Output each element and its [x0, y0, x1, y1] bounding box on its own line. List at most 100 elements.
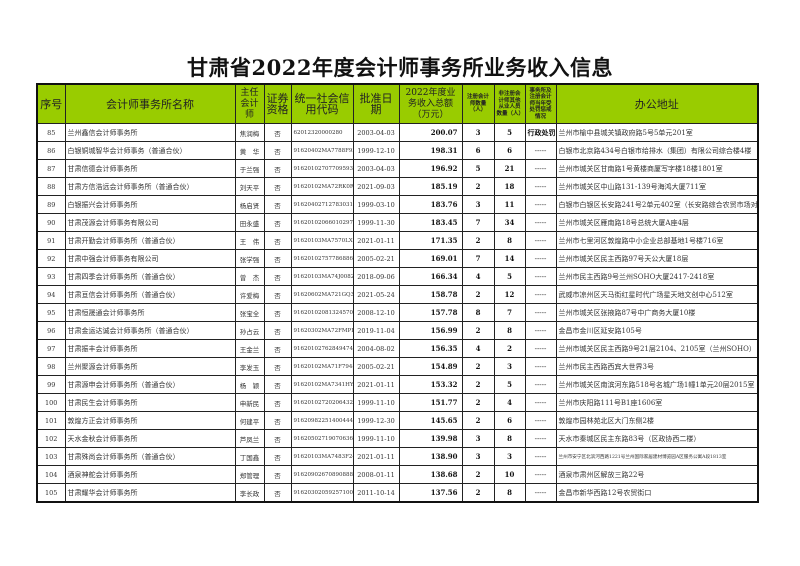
cell-staff-count: 5 [493, 375, 526, 394]
table-row: 97 甘肃振丰会计师事务所 王金兰否 91620102762849474 2004-08… [36, 339, 759, 358]
cell-firm-name: 白银振兴会计师事务所 [64, 195, 236, 214]
cell-head-accountant: 张宝全 [234, 303, 265, 322]
cell-firm-name: 甘肃恒晟通会计师事务所 [64, 303, 236, 322]
cell-address: 金昌市新华西路12号农贸街口 [555, 483, 759, 503]
cell-row-no: 85 [36, 123, 66, 142]
cell-head-accountant: 王 伟 [234, 231, 265, 250]
table-row: 92 甘肃中强会计师事务有限公司 张学强否 91620102757786886 2005… [36, 249, 759, 268]
cell-securities-qualification: 否 [263, 267, 292, 286]
cell-penalty: ----- [524, 159, 557, 178]
cell-firm-name: 兰州鑫信会计师事务所 [64, 123, 236, 142]
cell-credit-code: 916201027077095938 [290, 159, 354, 178]
cell-head-accountant: 丁国鑫 [234, 447, 265, 466]
cell-credit-code: 91620102MA72RK0R20 [290, 177, 354, 196]
cell-head-accountant: 田永盛 [234, 213, 265, 232]
cell-address: 敦煌市园林苑北区大门东侧2楼 [555, 411, 759, 430]
cell-staff-count: 3 [493, 357, 526, 376]
cell-cpa-count: 3 [461, 123, 495, 142]
col-header-securities-qualification: 证券资格 [263, 83, 292, 124]
cell-row-no: 97 [36, 339, 66, 358]
table-row: 86 白银铜城智华会计师事务（普通合伙）黄 华否 91620402MA7788F93… [36, 141, 759, 160]
cell-head-accountant: 郑管理 [234, 465, 265, 484]
cell-approval-date: 2008-01-11 [352, 465, 400, 484]
cell-head-accountant: 刘天平 [234, 177, 265, 196]
cell-head-accountant: 曾 杰 [234, 267, 265, 286]
cell-row-no: 100 [36, 393, 66, 412]
cell-cpa-count: 2 [461, 393, 495, 412]
cell-cpa-count: 2 [461, 321, 495, 340]
cell-staff-count: 12 [493, 285, 526, 304]
table-row: 90 甘肃茂源会计师事务有限公司 田永盛否 91620102066010297 1999… [36, 213, 759, 232]
cell-revenue: 196.92 [398, 159, 463, 178]
cell-row-no: 103 [36, 447, 66, 466]
col-header-penalty: 事务所及注册会计师当年受处罚惩戒情况 [524, 83, 557, 124]
cell-approval-date: 2003-04-03 [352, 123, 400, 142]
cell-securities-qualification: 否 [263, 465, 292, 484]
cell-address: 兰州市七里河区敦煌路中小企业总部基地1号楼716室 [555, 231, 759, 250]
cell-penalty: ----- [524, 177, 557, 196]
cell-penalty: ----- [524, 267, 557, 286]
cell-firm-name: 甘肃耀华会计师事务所 [64, 483, 236, 503]
cell-firm-name: 甘肃四季会计师事务所（普通合伙） [64, 267, 236, 286]
cell-cpa-count: 2 [461, 285, 495, 304]
cell-staff-count: 8 [493, 429, 526, 448]
cell-securities-qualification: 否 [263, 141, 292, 160]
cell-address: 兰州市城关区南滨河东路518号名城广场1幢1单元20层2015室 [555, 375, 759, 394]
cell-securities-qualification: 否 [263, 303, 292, 322]
cell-securities-qualification: 否 [263, 123, 292, 142]
cell-staff-count: 6 [493, 141, 526, 160]
cell-firm-name: 甘肃中强会计师事务有限公司 [64, 249, 236, 268]
cell-securities-qualification: 否 [263, 285, 292, 304]
cell-address: 天水市秦城区民主东路83号（区政协西二楼） [555, 429, 759, 448]
cell-row-no: 89 [36, 195, 66, 214]
cell-staff-count: 6 [493, 411, 526, 430]
cell-firm-name: 敦煌方正会计师事务所 [64, 411, 236, 430]
cell-cpa-count: 2 [461, 357, 495, 376]
cell-address: 兰州市城关区张掖路87号中广商务大厦10楼 [555, 303, 759, 322]
document-title: 甘肃省2022年度会计师事务所业务收入信息 [187, 55, 613, 80]
cell-penalty: ----- [524, 195, 557, 214]
cell-staff-count: 34 [493, 213, 526, 232]
cell-address: 白银市北京路434号白银市给排水（集团）有限公司综合楼4楼 [555, 141, 759, 160]
cell-firm-name: 甘肃金运达诚会计师事务所（普通合伙） [64, 321, 236, 340]
cell-approval-date: 1999-12-10 [352, 141, 400, 160]
cell-firm-name: 甘肃源申会计师事务所（普通合伙） [64, 375, 236, 394]
cell-revenue: 154.89 [398, 357, 463, 376]
cell-firm-name: 甘肃茂源会计师事务有限公司 [64, 213, 236, 232]
cell-revenue: 137.56 [398, 483, 463, 503]
cell-approval-date: 1999-11-30 [352, 213, 400, 232]
cell-penalty: ----- [524, 285, 557, 304]
cell-revenue: 138.68 [398, 465, 463, 484]
cell-staff-count: 5 [493, 123, 526, 142]
col-header-address: 办公地址 [555, 83, 759, 124]
cell-cpa-count: 4 [461, 267, 495, 286]
cell-address: 兰州市城关区民主西路97号天公大厦18层 [555, 249, 759, 268]
cell-cpa-count: 2 [461, 375, 495, 394]
cell-securities-qualification: 否 [263, 393, 292, 412]
cell-approval-date: 2008-12-10 [352, 303, 400, 322]
cell-head-accountant: 申新民 [234, 393, 265, 412]
table-row: 98 兰州聚源会计师事务所 李发玉否 91620102MA71F7948 2005-02… [36, 357, 759, 376]
cell-approval-date: 2021-01-11 [352, 375, 400, 394]
cell-credit-code: 91620602MA721GQ31 [290, 285, 354, 304]
cell-revenue: 151.77 [398, 393, 463, 412]
cell-approval-date: 1999-11-10 [352, 429, 400, 448]
cell-approval-date: 2021-01-11 [352, 231, 400, 250]
cell-penalty: ----- [524, 213, 557, 232]
cell-approval-date: 2021-09-03 [352, 177, 400, 196]
cell-revenue: 145.65 [398, 411, 463, 430]
cell-penalty: ----- [524, 231, 557, 250]
col-header-staff-count: 非注册会计师其他从业人员数量（人） [493, 83, 526, 124]
cell-firm-name: 甘肃亘信会计师事务所（普通合伙） [64, 285, 236, 304]
cell-address: 兰州市城关区民主西路9号21层2104、2105室（兰州SOHO） [555, 339, 759, 358]
cell-row-no: 102 [36, 429, 66, 448]
cell-revenue: 153.32 [398, 375, 463, 394]
cell-approval-date: 2011-10-14 [352, 483, 400, 503]
cell-revenue: 157.78 [398, 303, 463, 322]
cell-row-no: 87 [36, 159, 66, 178]
cell-staff-count: 4 [493, 393, 526, 412]
cell-staff-count: 21 [493, 159, 526, 178]
cell-revenue: 166.34 [398, 267, 463, 286]
